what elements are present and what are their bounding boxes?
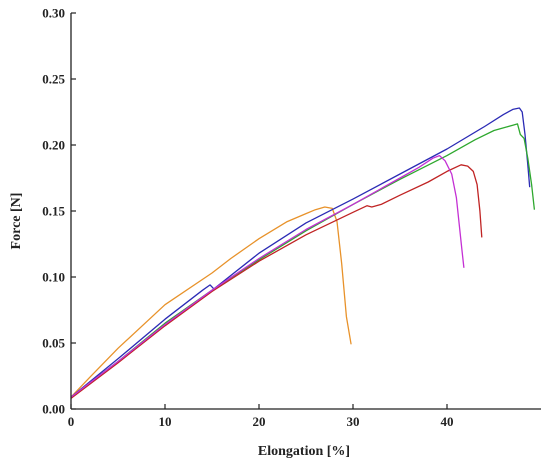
y-tick-label: 0.30 (42, 6, 65, 21)
y-tick-label: 0.10 (42, 270, 65, 285)
series-line-4 (70, 164, 483, 399)
series-line-3 (70, 123, 536, 398)
x-ticks: 0 10 20 30 40 (68, 404, 454, 429)
series-line-1 (70, 206, 352, 398)
x-tick-label: 30 (347, 414, 360, 429)
y-tick-label: 0.00 (42, 402, 65, 417)
x-tick-label: 0 (68, 414, 75, 429)
y-tick-label: 0.25 (42, 72, 65, 87)
x-tick-label: 10 (159, 414, 172, 429)
series-line-2 (70, 107, 531, 398)
x-tick-label: 20 (253, 414, 266, 429)
x-axis-title: Elongation [%] (258, 444, 350, 459)
y-tick-label: 0.05 (42, 336, 65, 351)
series-layer (70, 107, 536, 399)
x-tick-label: 40 (441, 414, 454, 429)
y-tick-label: 0.15 (42, 204, 65, 219)
y-ticks: 0.00 0.05 0.10 0.15 0.20 0.25 0.30 (42, 6, 76, 417)
series-line-5 (70, 154, 465, 398)
y-tick-label: 0.20 (42, 138, 65, 153)
y-axis-title: Force [N] (9, 193, 24, 250)
